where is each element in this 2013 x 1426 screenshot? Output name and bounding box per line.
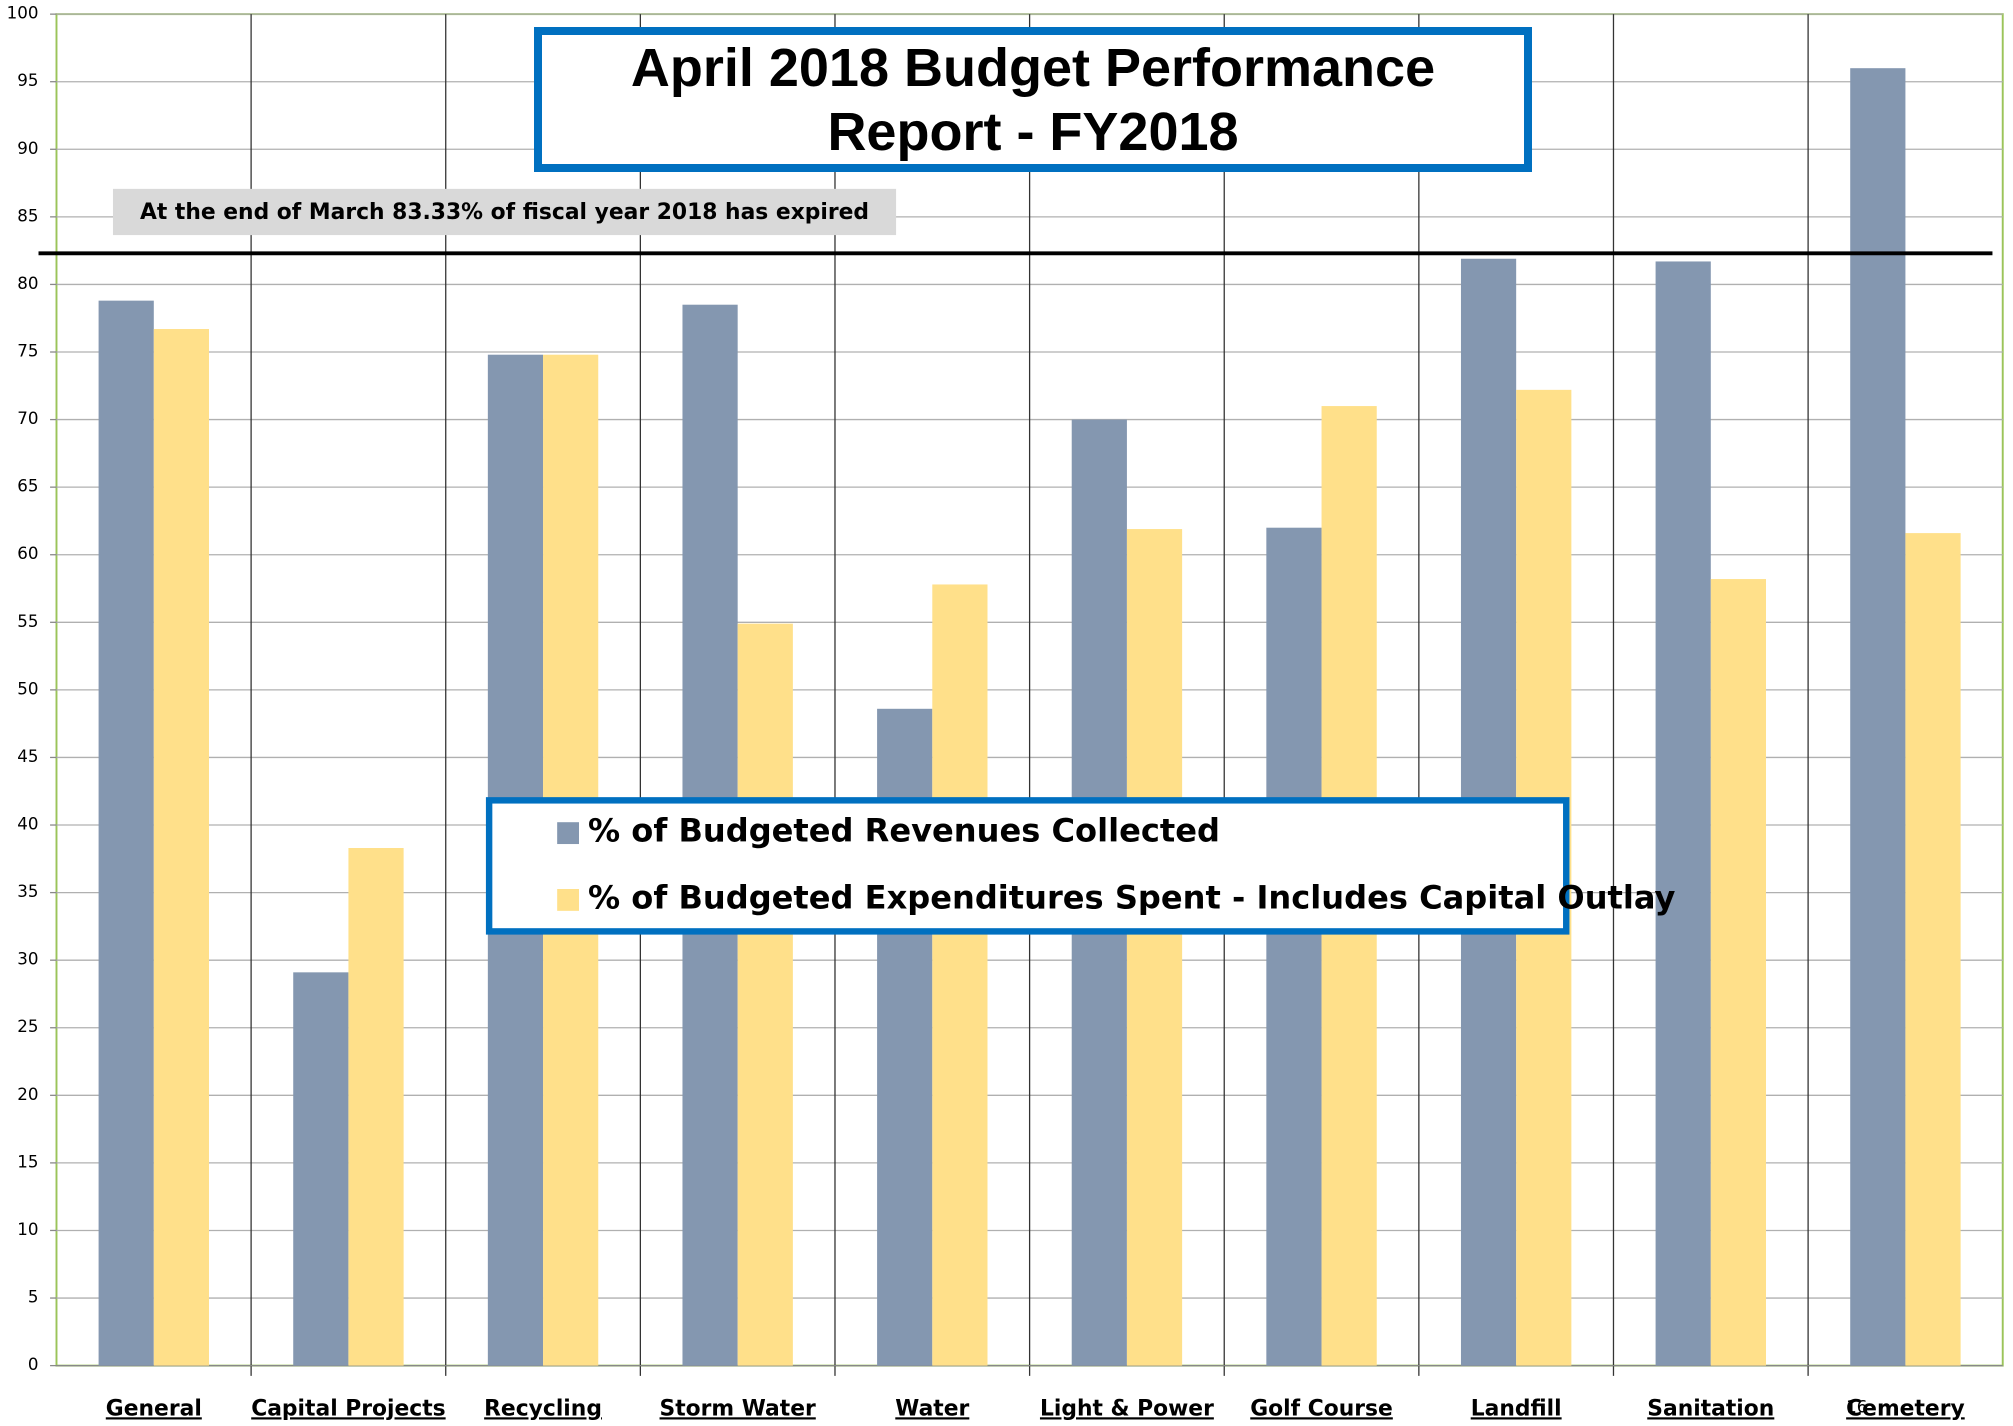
- bar: [737, 623, 793, 1366]
- bar: [1850, 68, 1906, 1366]
- legend-box: [485, 797, 1570, 935]
- y-tick-label: 0: [28, 1355, 39, 1374]
- annotation: At the end of March 83.33% of fiscal yea…: [140, 200, 869, 225]
- y-tick-label: 100: [7, 4, 39, 23]
- chart-title: April 2018 Budget Performance Report - F…: [534, 27, 1532, 172]
- bar: [98, 300, 154, 1366]
- bar: [1655, 261, 1711, 1366]
- x-tick-label: Recycling: [484, 1396, 602, 1421]
- y-tick-label: 60: [17, 544, 38, 563]
- bar: [348, 847, 404, 1366]
- y-tick-label: 35: [17, 882, 38, 901]
- y-tick-label: 55: [17, 612, 38, 631]
- y-tick-label: 90: [17, 139, 38, 158]
- x-tick-label: Storm Water: [660, 1396, 816, 1421]
- bar: [1126, 529, 1183, 1366]
- y-tick-label: 15: [17, 1152, 38, 1171]
- bar: [293, 972, 349, 1366]
- x-tick-label: Cemetery: [1846, 1396, 1965, 1421]
- page-number: 16: [1846, 1398, 1867, 1417]
- y-tick-label: 85: [17, 206, 38, 225]
- bar: [932, 584, 988, 1366]
- legend-label: % of Budgeted Expenditures Spent - Inclu…: [588, 878, 1676, 916]
- legend-swatch: [557, 822, 579, 845]
- y-tick-label: 80: [17, 274, 38, 293]
- x-tick-label: Golf Course: [1250, 1396, 1393, 1421]
- x-tick-label: Water: [895, 1396, 969, 1421]
- annotation-box: [112, 188, 897, 236]
- bar: [1266, 527, 1322, 1366]
- bar: [153, 329, 210, 1366]
- y-tick-label: 30: [17, 950, 38, 969]
- y-tick-label: 5: [28, 1288, 39, 1307]
- bar: [1710, 579, 1766, 1366]
- y-tick-label: 40: [17, 815, 38, 834]
- y-tick-label: 20: [17, 1085, 38, 1104]
- x-tick-label: Capital Projects: [251, 1396, 445, 1421]
- y-tick-label: 45: [17, 747, 38, 766]
- y-tick-label: 65: [17, 477, 38, 496]
- y-tick-label: 25: [17, 1017, 38, 1036]
- legend-label: % of Budgeted Revenues Collected: [588, 811, 1220, 849]
- x-tick-label: General: [106, 1396, 202, 1421]
- y-tick-label: 10: [17, 1220, 38, 1239]
- x-tick-label: Sanitation: [1647, 1396, 1774, 1421]
- y-tick-label: 70: [17, 409, 38, 428]
- x-tick-label: Landfill: [1471, 1396, 1562, 1421]
- bar: [1905, 533, 1961, 1366]
- y-tick-label: 95: [17, 71, 38, 90]
- x-tick-label: Light & Power: [1040, 1396, 1214, 1421]
- legend-swatch: [557, 889, 579, 911]
- y-tick-label: 75: [17, 342, 38, 361]
- y-tick-label: 50: [17, 679, 38, 698]
